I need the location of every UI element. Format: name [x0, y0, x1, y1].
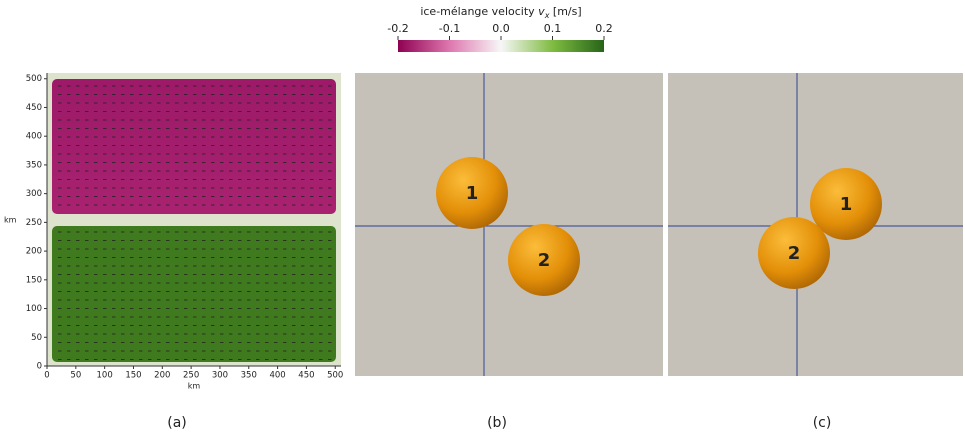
x-tick-label: 250 [183, 371, 199, 381]
panel-b-bg [355, 73, 663, 376]
colorbar-var: v [538, 5, 545, 18]
x-tick-label: 350 [241, 371, 257, 381]
y-tick-label: 400 [26, 132, 42, 142]
x-tick-label: 100 [97, 371, 113, 381]
panel-caption: (c) [813, 415, 832, 431]
sphere-label: 1 [466, 183, 479, 204]
panel-caption: (b) [487, 415, 507, 431]
colorbar-tick-label: 0.0 [492, 22, 510, 35]
x-tick-label: 200 [154, 371, 170, 381]
colorbar-tick-label: -0.1 [439, 22, 460, 35]
colorbar [398, 40, 604, 52]
x-tick-label: 50 [70, 371, 81, 381]
sphere [436, 157, 508, 229]
field-top [52, 79, 336, 214]
y-tick-label: 200 [26, 247, 42, 257]
colorbar-unit: [m/s] [553, 5, 582, 18]
x-tick-label: 300 [212, 371, 228, 381]
colorbar-tick-label: 0.2 [595, 22, 613, 35]
sphere [508, 224, 580, 296]
y-tick-label: 250 [26, 218, 42, 228]
x-tick-label: 450 [298, 371, 314, 381]
y-tick-label: 0 [37, 362, 42, 372]
y-tick-label: 100 [26, 304, 42, 314]
y-tick-label: 500 [26, 74, 42, 84]
colorbar-title: ice-mélange velocity vx [m/s] [420, 5, 581, 21]
x-tick-label: 500 [327, 371, 343, 381]
sphere [810, 168, 882, 240]
panel-caption: (a) [167, 415, 187, 431]
colorbar-title-text: ice-mélange velocity [420, 5, 535, 18]
y-tick-label: 350 [26, 160, 42, 170]
y-tick-label: 50 [31, 333, 42, 343]
sphere-label: 2 [538, 250, 551, 271]
y-tick-label: 300 [26, 189, 42, 199]
x-tick-label: 400 [269, 371, 285, 381]
y-tick-label: 150 [26, 275, 42, 285]
x-tick-label: 0 [44, 371, 49, 381]
colorbar-tick-label: -0.2 [387, 22, 408, 35]
colorbar-sub: x [544, 11, 550, 20]
x-tick-label: 150 [125, 371, 141, 381]
sphere [758, 217, 830, 289]
field-bottom [52, 226, 336, 362]
y-tick-label: 450 [26, 103, 42, 113]
y-axis-label: km [4, 216, 17, 225]
sphere-label: 1 [840, 194, 853, 215]
x-axis-label: km [188, 382, 201, 391]
colorbar-tick-label: 0.1 [544, 22, 562, 35]
sphere-label: 2 [788, 243, 801, 264]
